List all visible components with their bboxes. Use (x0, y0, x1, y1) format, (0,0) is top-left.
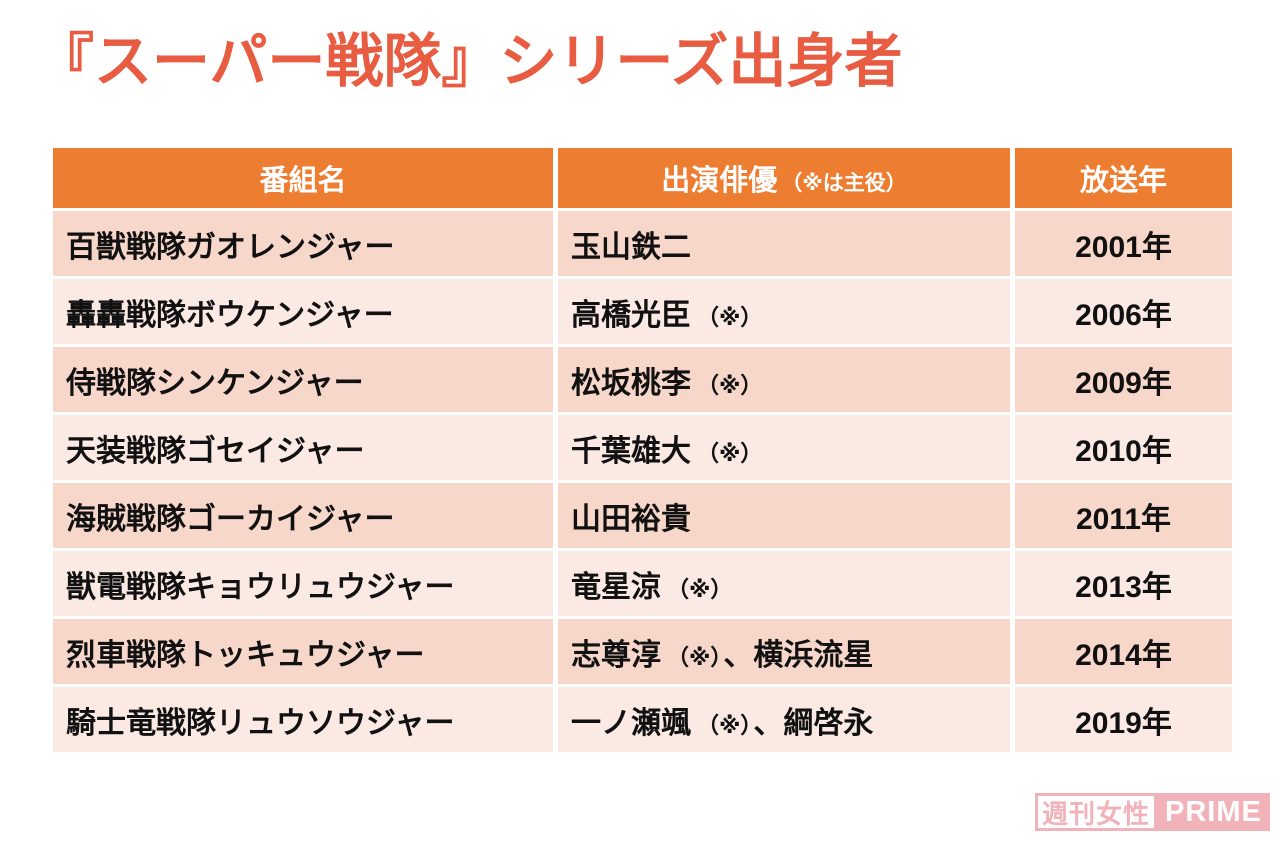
show-name-cell: 烈車戦隊トッキュウジャー (48, 616, 558, 687)
lead-role-marker: （※） (697, 372, 763, 398)
table-row: 獣電戦隊キョウリュウジャー 竜星涼 （※） 2013年 (48, 548, 1237, 619)
actor-name: 千葉雄大 (571, 434, 691, 468)
sentai-alumni-table: 番組名 出演俳優 （※は主役） 放送年 百獣戦隊ガオレンジャー 玉山鉄二 2001年轟… (48, 145, 1237, 755)
lead-role-marker: （※） (697, 440, 763, 466)
show-name-cell: 獣電戦隊キョウリュウジャー (48, 548, 558, 619)
header-broadcast-year: 放送年 (1010, 145, 1237, 211)
watermark-prime-label: PRIME (1157, 793, 1270, 831)
show-name-cell: 天装戦隊ゴセイジャー (48, 412, 558, 483)
page-title: 『スーパー戦隊』シリーズ出身者 (36, 29, 903, 94)
year-cell: 2006年 (1010, 276, 1237, 347)
actor-cell: 志尊淳 （※）、横浜流星 (553, 616, 1015, 687)
lead-role-marker: （※） (667, 644, 722, 670)
table-row: 海賊戦隊ゴーカイジャー 山田裕貴 2011年 (48, 480, 1237, 551)
watermark-logo: 週刊女性 PRIME (1035, 793, 1270, 831)
header-actor-label: 出演俳優 (661, 165, 778, 197)
show-name-cell: 百獣戦隊ガオレンジャー (48, 208, 558, 279)
show-name-cell: 騎士竜戦隊リュウソウジャー (48, 684, 558, 755)
actor-cell: 竜星涼 （※） (553, 548, 1015, 619)
lead-role-marker: （※） (697, 304, 763, 330)
table-row: 騎士竜戦隊リュウソウジャー 一ノ瀬颯 （※）、綱啓永 2019年 (48, 684, 1237, 755)
year-cell: 2009年 (1010, 344, 1237, 415)
actor-cell: 高橋光臣 （※） (553, 276, 1015, 347)
lead-role-marker: （※） (697, 712, 752, 738)
watermark-magazine-name: 週刊女性 (1035, 793, 1158, 831)
year-cell: 2011年 (1010, 480, 1237, 551)
show-name-cell: 海賊戦隊ゴーカイジャー (48, 480, 558, 551)
actor-cell: 千葉雄大 （※） (553, 412, 1015, 483)
actor-cell: 一ノ瀬颯 （※）、綱啓永 (553, 684, 1015, 755)
lead-role-marker: （※） (667, 576, 733, 602)
header-show-name: 番組名 (48, 145, 558, 211)
show-name-cell: 侍戦隊シンケンジャー (48, 344, 558, 415)
header-show-name-label: 番組名 (259, 165, 347, 197)
year-cell: 2010年 (1010, 412, 1237, 483)
actor-cell: 山田裕貴 (553, 480, 1015, 551)
actor-name: 竜星涼 (571, 570, 661, 604)
table-row: 天装戦隊ゴセイジャー 千葉雄大 （※） 2010年 (48, 412, 1237, 483)
actor-name: 、横浜流星 (723, 638, 874, 672)
table-row: 轟轟戦隊ボウケンジャー 高橋光臣 （※） 2006年 (48, 276, 1237, 347)
header-actor: 出演俳優 （※は主役） (553, 145, 1015, 211)
table-row: 侍戦隊シンケンジャー 松坂桃李 （※） 2009年 (48, 344, 1237, 415)
table-header-row: 番組名 出演俳優 （※は主役） 放送年 (48, 145, 1237, 211)
show-name-cell: 轟轟戦隊ボウケンジャー (48, 276, 558, 347)
table-row: 百獣戦隊ガオレンジャー 玉山鉄二 2001年 (48, 208, 1237, 279)
header-broadcast-year-label: 放送年 (1079, 165, 1167, 197)
actor-name: 山田裕貴 (571, 502, 691, 536)
actor-name: 志尊淳 (571, 638, 661, 672)
actor-name: 一ノ瀬颯 (571, 706, 691, 740)
header-actor-note: （※は主役） (781, 172, 907, 195)
actor-name: 、綱啓永 (753, 706, 874, 740)
year-cell: 2001年 (1010, 208, 1237, 279)
actor-name: 玉山鉄二 (571, 230, 691, 264)
year-cell: 2014年 (1010, 616, 1237, 687)
year-cell: 2013年 (1010, 548, 1237, 619)
actor-cell: 玉山鉄二 (553, 208, 1015, 279)
actor-name: 松坂桃李 (571, 366, 691, 400)
year-cell: 2019年 (1010, 684, 1237, 755)
table-row: 烈車戦隊トッキュウジャー 志尊淳 （※）、横浜流星 2014年 (48, 616, 1237, 687)
actor-cell: 松坂桃李 （※） (553, 344, 1015, 415)
actor-name: 高橋光臣 (571, 298, 691, 332)
